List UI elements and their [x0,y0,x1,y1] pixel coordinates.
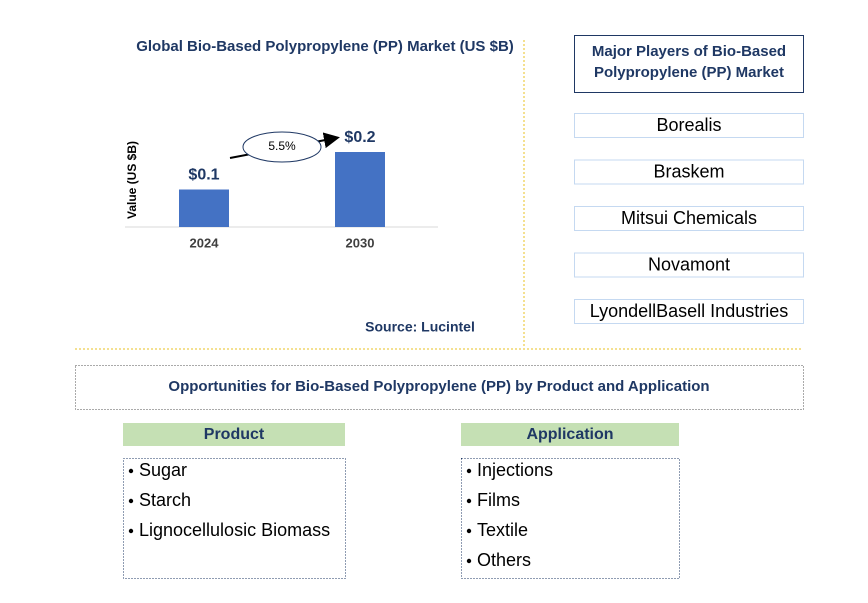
source: Source: Lucintel [365,319,475,335]
bullet [466,558,472,564]
player-box [574,206,804,231]
cagr-label: 5.5% [268,139,296,153]
list-item: Injections [477,460,553,480]
player-box [574,113,804,138]
player-name: Borealis [656,115,721,135]
players-title-box [574,35,804,93]
value-label: $0.1 [188,167,219,184]
bar [335,152,385,227]
bullet [466,498,472,504]
column-header-box [123,423,345,446]
chart-title: Global Bio-Based Polypropylene (PP) Mark… [136,38,514,55]
bullet [128,528,134,534]
player-name: LyondellBasell Industries [590,301,788,321]
player-name: Braskem [653,161,724,181]
x-tick-label: 2030 [346,235,375,250]
x-tick-label: 2024 [190,235,220,250]
y-axis-label: Value (US $B) [125,141,139,219]
bullet [466,468,472,474]
column-header: Product [204,426,265,443]
player-box [574,159,804,185]
bullet [128,498,134,504]
cagr-bubble [242,131,322,163]
player-box [574,252,804,278]
list-item: Starch [139,490,191,510]
column-header: Application [526,426,613,443]
players-title: Major Players of Bio-Based Polypropylene … [592,43,786,81]
list-item: Lignocellulosic Biomass [139,520,330,540]
bar [179,189,229,227]
list-item: Textile [477,520,528,540]
value-label: $0.2 [344,129,375,146]
column-list-box [123,458,346,579]
bullet [128,468,134,474]
player-box [574,299,804,324]
list-item: Films [477,490,520,510]
opportunities-title: Opportunities for Bio-Based Polypropylen… [168,378,709,395]
list-item: Others [477,550,531,570]
player-name: Mitsui Chemicals [621,208,757,228]
column-list-box [461,458,680,579]
list-item: Sugar [139,460,187,480]
bullet [466,528,472,534]
opportunities-box [75,365,804,410]
player-name: Novamont [648,254,730,274]
column-header-box [461,423,679,446]
